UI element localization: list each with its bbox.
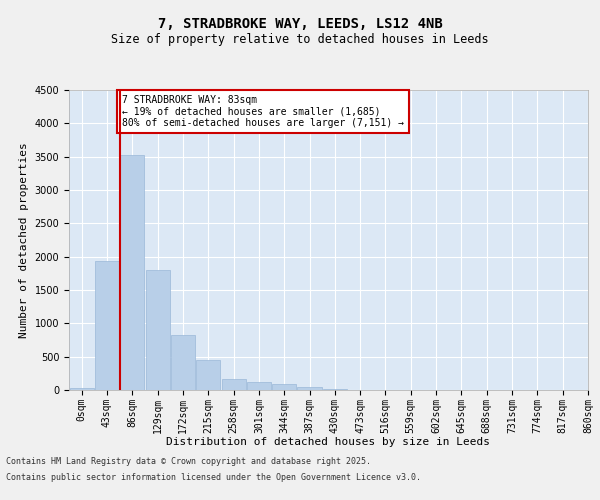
Bar — [171, 336, 195, 390]
X-axis label: Distribution of detached houses by size in Leeds: Distribution of detached houses by size … — [167, 437, 491, 447]
Text: Contains public sector information licensed under the Open Government Licence v3: Contains public sector information licen… — [6, 472, 421, 482]
Bar — [221, 378, 245, 390]
Y-axis label: Number of detached properties: Number of detached properties — [19, 142, 29, 338]
Bar — [95, 260, 119, 390]
Bar — [120, 154, 145, 390]
Bar — [298, 386, 322, 390]
Text: Size of property relative to detached houses in Leeds: Size of property relative to detached ho… — [111, 32, 489, 46]
Bar — [247, 382, 271, 390]
Bar — [146, 270, 170, 390]
Text: Contains HM Land Registry data © Crown copyright and database right 2025.: Contains HM Land Registry data © Crown c… — [6, 458, 371, 466]
Text: 7 STRADBROKE WAY: 83sqm
← 19% of detached houses are smaller (1,685)
80% of semi: 7 STRADBROKE WAY: 83sqm ← 19% of detache… — [122, 94, 404, 128]
Bar — [272, 384, 296, 390]
Bar — [196, 360, 220, 390]
Text: 7, STRADBROKE WAY, LEEDS, LS12 4NB: 7, STRADBROKE WAY, LEEDS, LS12 4NB — [158, 18, 442, 32]
Bar — [70, 388, 94, 390]
